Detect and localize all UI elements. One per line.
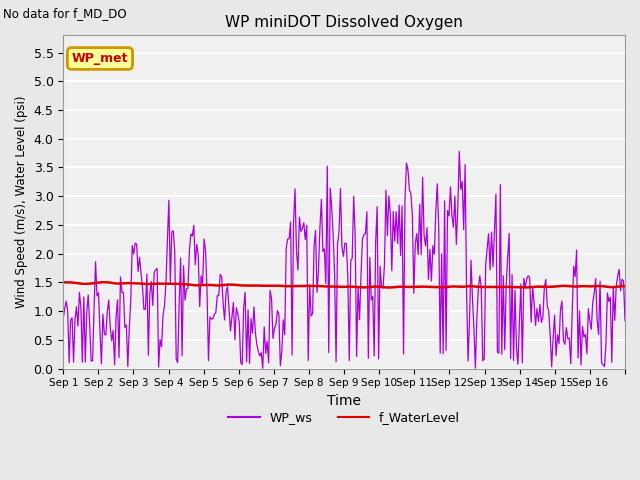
Legend: WP_ws, f_WaterLevel: WP_ws, f_WaterLevel	[223, 406, 465, 429]
Text: No data for f_MD_DO: No data for f_MD_DO	[3, 7, 127, 20]
Text: WP_met: WP_met	[72, 52, 128, 65]
Title: WP miniDOT Dissolved Oxygen: WP miniDOT Dissolved Oxygen	[225, 15, 463, 30]
X-axis label: Time: Time	[327, 394, 361, 408]
Y-axis label: Wind Speed (m/s), Water Level (psi): Wind Speed (m/s), Water Level (psi)	[15, 96, 28, 308]
